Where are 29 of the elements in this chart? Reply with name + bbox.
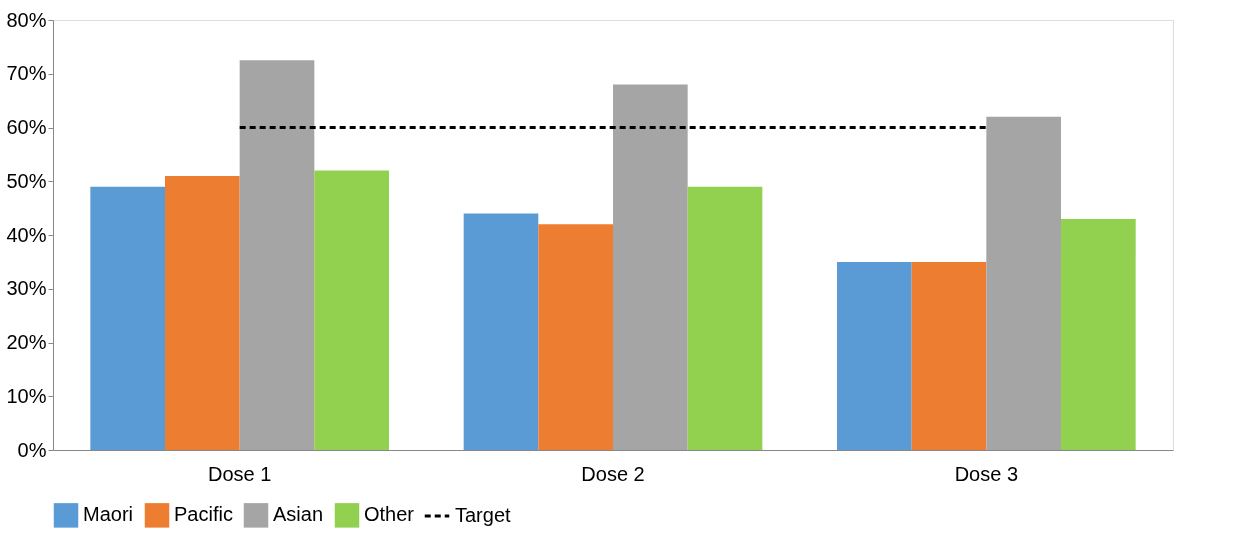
bar <box>613 84 688 450</box>
bar <box>687 186 763 450</box>
bar <box>911 261 987 450</box>
bar <box>165 175 240 450</box>
y-tick-label: 0% <box>17 438 47 461</box>
bar <box>239 60 315 450</box>
y-tick-label: 60% <box>6 116 47 138</box>
x-tick-label: Dose 1 <box>207 462 272 485</box>
legend-label: Pacific <box>174 503 233 526</box>
bar <box>463 213 539 450</box>
x-tick-label: Dose 2 <box>581 462 645 485</box>
bar <box>1061 218 1136 450</box>
bar <box>314 170 389 450</box>
y-tick-label: 20% <box>6 331 47 353</box>
bar <box>986 116 1061 450</box>
y-tick-label: 30% <box>6 277 47 300</box>
legend-label: Maori <box>83 503 134 526</box>
y-tick-label: 50% <box>6 169 47 192</box>
y-tick-label: 80% <box>6 8 47 31</box>
legend-label: Other <box>364 503 415 526</box>
y-tick-label: 10% <box>6 384 47 407</box>
y-tick-label: 40% <box>6 223 47 246</box>
bar <box>90 186 165 450</box>
bar <box>538 224 613 450</box>
y-tick-label: 70% <box>6 62 47 85</box>
legend-label: Asian <box>273 503 324 526</box>
bar <box>837 261 912 450</box>
x-tick-label: Dose 3 <box>954 462 1019 485</box>
legend-label: Target <box>455 504 512 526</box>
